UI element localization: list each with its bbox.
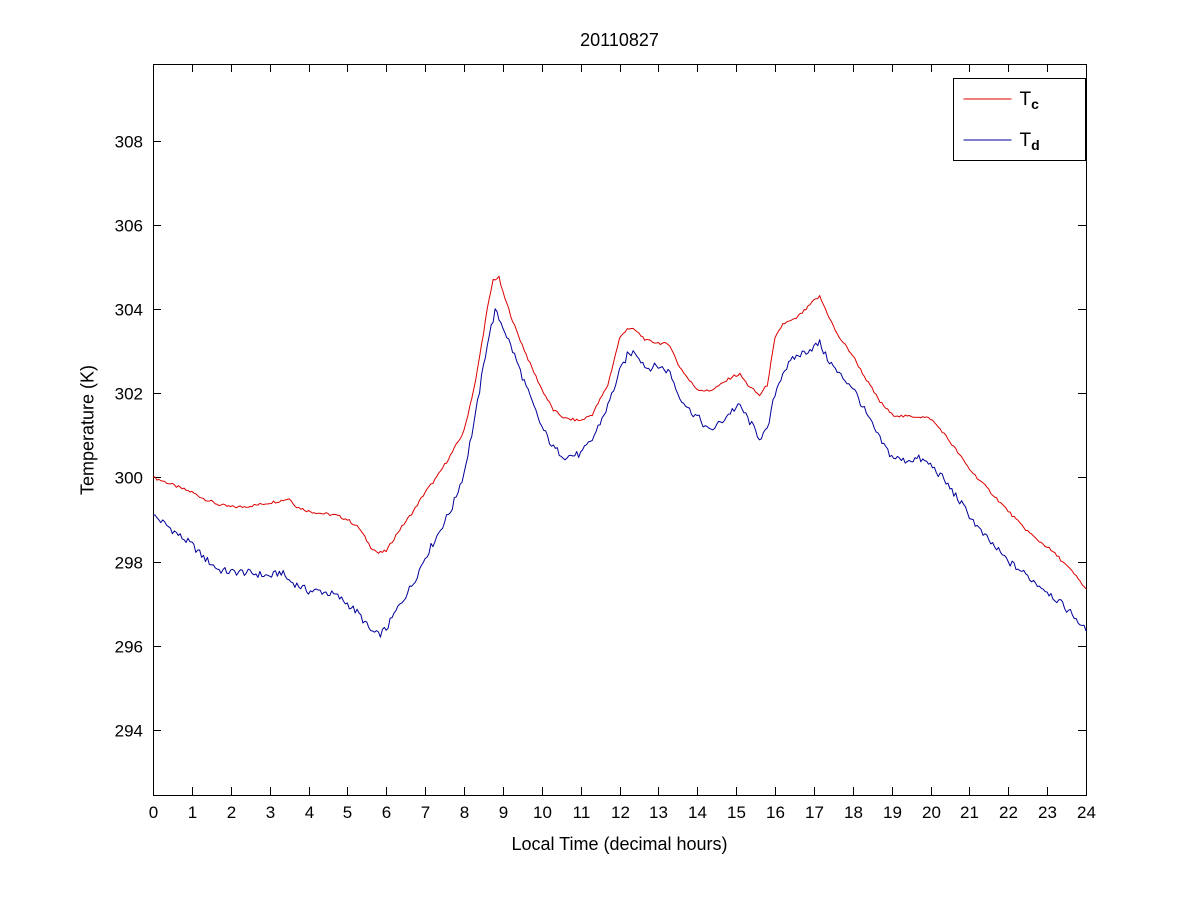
series-line-t-d: [152, 308, 1087, 638]
plot-box: [153, 64, 1087, 796]
y-tick-label: 296: [115, 638, 143, 657]
chart-title: 20110827: [580, 30, 659, 50]
x-tick-label: 5: [343, 803, 352, 822]
x-tick-label: 17: [805, 803, 824, 822]
y-tick-label: 308: [115, 133, 143, 152]
x-tick-label: 14: [688, 803, 707, 822]
x-tick-label: 15: [727, 803, 746, 822]
y-tick-label: 304: [115, 301, 143, 320]
x-tick-label: 6: [382, 803, 391, 822]
legend-box: [953, 78, 1086, 161]
series-line-t-c: [152, 275, 1087, 590]
y-axis-label: Temperature (K): [77, 364, 98, 496]
x-tick-label: 13: [649, 803, 668, 822]
x-tick-label: 18: [844, 803, 863, 822]
x-tick-label: 1: [188, 803, 197, 822]
y-tick-label: 298: [115, 554, 143, 573]
x-tick-label: 23: [1038, 803, 1057, 822]
x-tick-label: 0: [149, 803, 158, 822]
x-tick-label: 12: [611, 803, 630, 822]
x-tick-label: 22: [999, 803, 1018, 822]
x-tick-label: 4: [305, 803, 314, 822]
x-tick-label: 11: [573, 803, 591, 822]
x-tick-label: 19: [883, 803, 902, 822]
x-tick-label: 10: [533, 803, 552, 822]
x-axis-label: Local Time (decimal hours): [511, 834, 728, 854]
y-tick-label: 300: [115, 469, 143, 488]
x-tick-label: 16: [766, 803, 785, 822]
x-tick-label: 3: [266, 803, 275, 822]
x-tick-label: 21: [960, 803, 979, 822]
y-tick-label: 302: [115, 385, 143, 404]
y-tick-label: 306: [115, 217, 143, 236]
x-tick-label: 24: [1077, 803, 1096, 822]
y-tick-label: 294: [115, 722, 143, 741]
x-tick-label: 7: [421, 803, 430, 822]
x-tick-label: 9: [499, 803, 508, 822]
x-tick-label: 8: [460, 803, 469, 822]
x-tick-label: 2: [227, 803, 236, 822]
x-tick-label: 20: [922, 803, 941, 822]
